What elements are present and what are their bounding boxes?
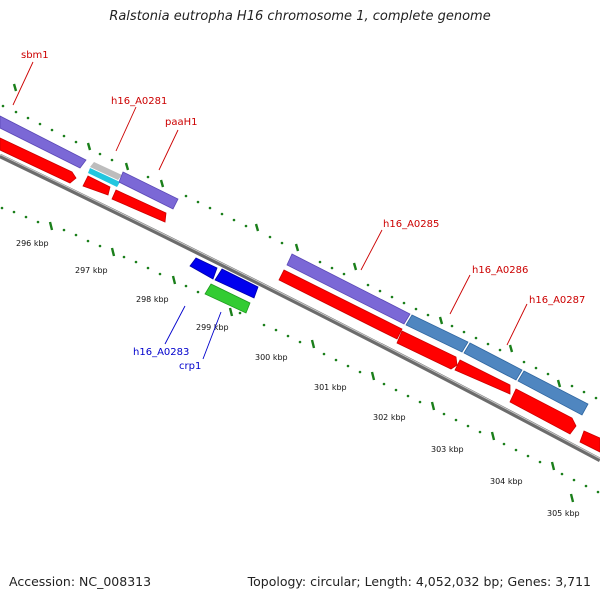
label-leaders-blue — [164, 305, 222, 360]
map-title: Ralstonia eutropha H16 chromosome 1, com… — [109, 9, 491, 24]
gene-label-h16-a0286[interactable]: h16_A0286 — [472, 265, 528, 276]
scale-label: 303 kbp — [431, 445, 464, 454]
outer-feature-row — [0, 115, 589, 416]
chromosome-backbone — [0, 153, 600, 462]
gene-crp1-arrow[interactable] — [204, 283, 251, 314]
accession-text: Accession: NC_008313 — [9, 574, 152, 589]
genome-summary-text: Topology: circular; Length: 4,052,032 bp… — [247, 574, 591, 589]
cds-6[interactable] — [454, 359, 511, 395]
scale-label: 296 kbp — [16, 239, 49, 248]
scale-label: 300 kbp — [255, 353, 288, 362]
gene-label-h16-a0281[interactable]: h16_A0281 — [111, 96, 167, 107]
scale-labels: 296 kbp 297 kbp 298 kbp 299 kbp 300 kbp … — [16, 239, 580, 518]
gene-label-crp1[interactable]: crp1 — [179, 361, 201, 372]
scale-label: 301 kbp — [314, 383, 347, 392]
scale-label: 302 kbp — [373, 413, 406, 422]
cds-3[interactable] — [111, 189, 167, 223]
backbone-highlight — [0, 154, 600, 459]
gene-paah1-arrow[interactable] — [118, 171, 179, 210]
scale-label: 297 kbp — [75, 266, 108, 275]
gene-steelblue-4[interactable] — [517, 370, 589, 416]
scale-label: 298 kbp — [136, 295, 169, 304]
cds-4[interactable] — [278, 269, 403, 340]
gene-label-h16-a0283[interactable]: h16_A0283 — [133, 347, 189, 358]
cds-7[interactable] — [509, 388, 577, 435]
cds-2[interactable] — [82, 175, 111, 196]
inner-tick-track — [0, 206, 600, 494]
gene-label-h16-a0287[interactable]: h16_A0287 — [529, 295, 585, 306]
gene-labels: sbm1 h16_A0281 paaH1 h16_A0285 h16_A0286… — [21, 50, 585, 372]
gene-h16-a0287-arrow[interactable] — [463, 342, 523, 381]
scale-label: 304 kbp — [490, 477, 523, 486]
scale-label: 299 kbp — [196, 323, 229, 332]
cds-5[interactable] — [396, 330, 458, 370]
gene-h16-a0285-arrow[interactable] — [286, 253, 411, 325]
gene-blue-2[interactable] — [214, 268, 259, 299]
gene-h16-a0281-cyan[interactable] — [88, 168, 120, 187]
cds-1[interactable] — [0, 137, 77, 184]
cds-row — [0, 137, 600, 453]
gene-label-h16-a0285[interactable]: h16_A0285 — [383, 219, 439, 230]
outer-tick-track — [1, 104, 598, 400]
outer-major-ticks — [12, 83, 562, 388]
scale-label: 305 kbp — [547, 509, 580, 518]
cds-8[interactable] — [579, 430, 600, 453]
gene-h16-a0281-grey[interactable] — [90, 162, 122, 180]
reverse-strand-genes — [189, 257, 259, 314]
gene-h16-a0286-arrow[interactable] — [405, 314, 469, 353]
gene-label-paah1[interactable]: paaH1 — [165, 117, 198, 128]
gene-h16-a0283-arrow[interactable] — [189, 257, 218, 280]
inner-major-ticks — [48, 221, 575, 503]
gene-sbm1-arrow[interactable] — [0, 115, 87, 169]
gene-label-sbm1[interactable]: sbm1 — [21, 50, 49, 61]
label-leaders-red — [12, 61, 528, 346]
